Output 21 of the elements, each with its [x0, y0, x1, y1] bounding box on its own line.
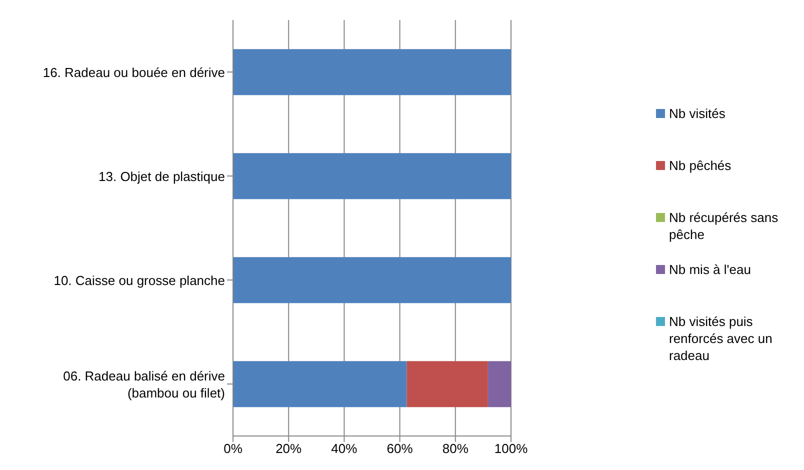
- y-tick-label: 13. Objet de plastique: [98, 168, 225, 184]
- legend-label: Nb visités puis renforcés avec un radeau: [669, 313, 774, 364]
- x-tick-label: 20%: [276, 441, 302, 456]
- y-tick-label: 06. Radeau balisé en dérive (bambou ou filet): [63, 368, 225, 400]
- bar: [233, 257, 511, 304]
- bar: [406, 361, 488, 408]
- x-tick-label: 40%: [331, 441, 358, 456]
- bar: [488, 361, 511, 408]
- x-tick-label: 100%: [494, 441, 528, 456]
- bar: [233, 49, 511, 96]
- x-tick-label: 0%: [224, 441, 243, 456]
- y-tick-label: 16. Radeau ou bouée en dérive: [42, 64, 225, 80]
- x-tick-label: 60%: [386, 441, 414, 456]
- bar: [233, 361, 407, 408]
- legend-label: Nb visités: [669, 105, 726, 122]
- x-tick-label: 80%: [442, 441, 469, 456]
- bar: [233, 153, 511, 200]
- legend-label: Nb mis à l'eau: [669, 261, 751, 278]
- y-tick-label: 10. Caisse ou grosse planche: [54, 272, 225, 288]
- legend-label: Nb récupérés sans pêche: [669, 209, 780, 243]
- legend-label: Nb pêchés: [669, 157, 732, 174]
